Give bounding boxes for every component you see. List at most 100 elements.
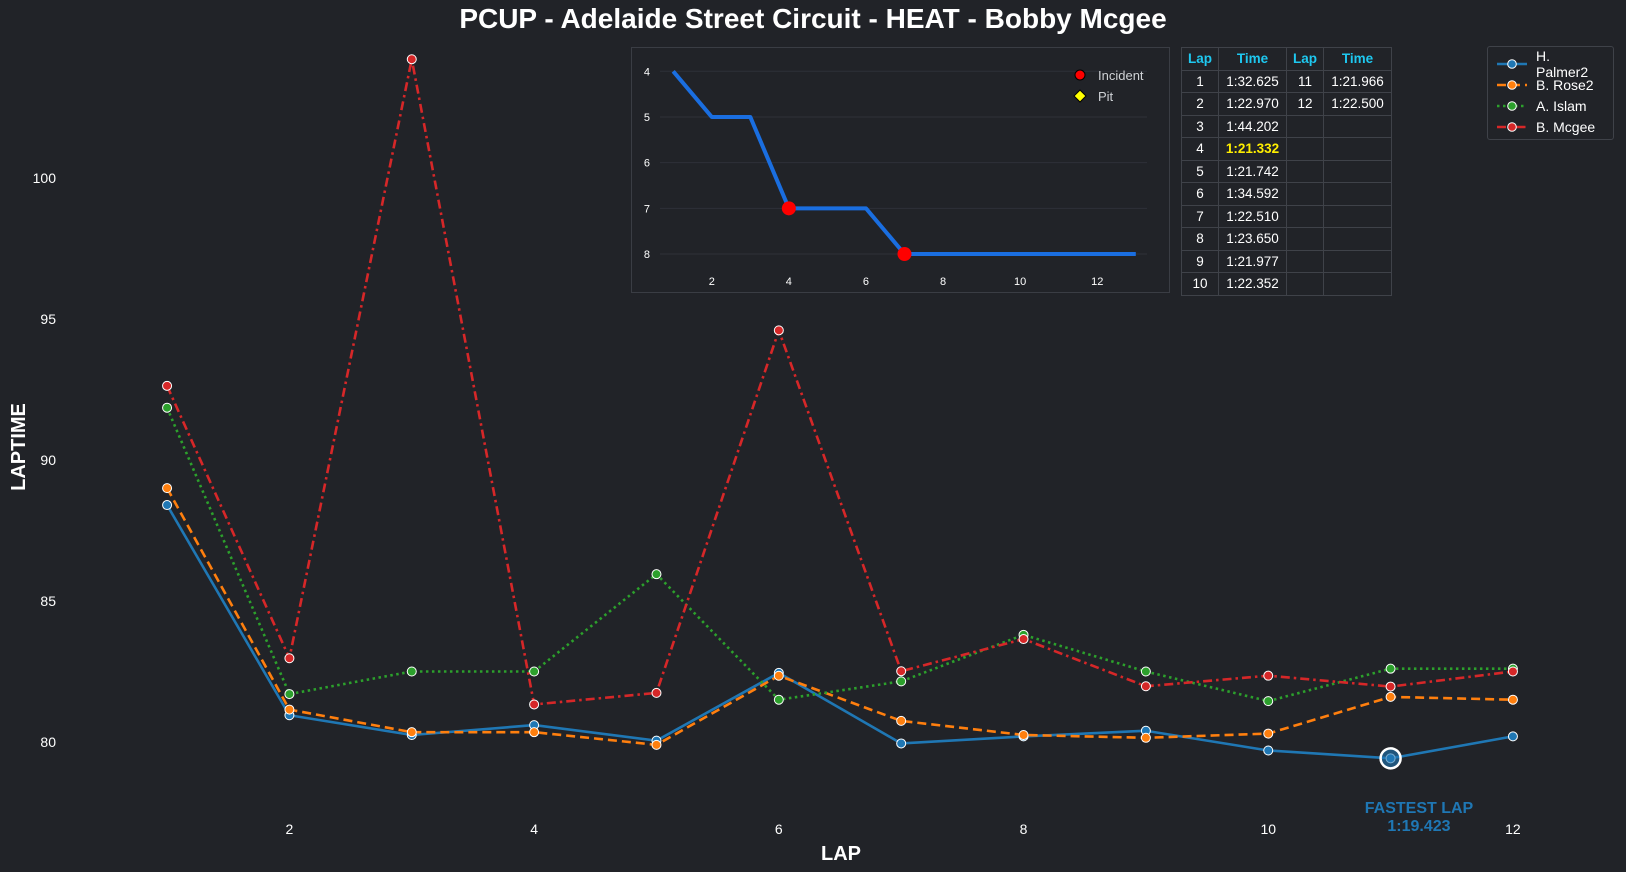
table-cell: 1:21.332 <box>1218 137 1288 161</box>
table-cell: 1:22.970 <box>1218 92 1288 116</box>
table-cell <box>1286 137 1325 161</box>
x-tick-label: 8 <box>1020 821 1028 837</box>
series-point <box>1140 666 1151 677</box>
x-axis-label: LAP <box>821 843 861 865</box>
inset-legend-label: Incident <box>1098 68 1144 83</box>
inset-y-tick-label: 7 <box>644 203 650 215</box>
series-point <box>1507 666 1518 677</box>
y-tick-label: 100 <box>33 170 57 186</box>
table-cell <box>1323 272 1393 296</box>
inset-y-tick-label: 6 <box>644 158 650 170</box>
table-cell: 1 <box>1180 69 1220 93</box>
series-point <box>529 699 540 710</box>
x-tick-label: 6 <box>775 821 783 837</box>
series-point <box>1018 729 1029 740</box>
table-row: 7 1:22.510 <box>1180 204 1393 228</box>
incident-marker <box>897 247 912 262</box>
series-point <box>651 739 662 750</box>
legend-item: B. Rose2 <box>1496 74 1605 95</box>
series-point <box>651 569 662 580</box>
series-point <box>1385 681 1396 692</box>
inset-x-tick-label: 4 <box>786 276 792 288</box>
series-point <box>773 325 784 336</box>
series-point <box>284 704 295 715</box>
legend-label: B. Mcgee <box>1536 118 1596 135</box>
table-cell <box>1323 159 1393 183</box>
pit-legend-icon <box>1073 89 1087 103</box>
column-header-time-2: Time <box>1323 47 1393 71</box>
table-cell <box>1286 204 1325 228</box>
series-point <box>1263 670 1274 681</box>
inset-x-tick-label: 12 <box>1091 276 1103 288</box>
legend-swatch <box>1497 58 1527 69</box>
column-header-lap: Lap <box>1180 47 1220 71</box>
table-cell: 4 <box>1180 137 1220 161</box>
x-tick-labels: 2 4 6 8 10 12 <box>286 821 1521 837</box>
table-cell <box>1323 114 1393 138</box>
legend-label: A. Islam <box>1536 97 1587 114</box>
table-row: 3 1:44.202 <box>1180 114 1393 138</box>
inset-y-tick-label: 4 <box>644 66 650 78</box>
laptime-series <box>162 54 1518 770</box>
table-cell: 1:22.510 <box>1218 204 1288 228</box>
table-cell: 2 <box>1180 92 1220 116</box>
table-cell <box>1323 182 1393 206</box>
series-line <box>165 504 1514 760</box>
series-point <box>896 666 907 677</box>
table-cell: 12 <box>1286 92 1325 116</box>
table-cell: 6 <box>1180 182 1220 206</box>
fastest-lap-label: FASTEST LAP <box>1364 800 1474 817</box>
inset-y-tick-label: 8 <box>644 249 650 261</box>
y-tick-label: 90 <box>40 452 56 468</box>
fastest-lap-value: 1:19.423 <box>1387 818 1451 835</box>
table-cell <box>1286 272 1325 296</box>
inset-x-tick-label: 8 <box>940 276 946 288</box>
series-point <box>651 687 662 698</box>
table-row: 9 1:21.977 <box>1180 249 1393 273</box>
table-cell: 1:32.625 <box>1218 69 1288 93</box>
series-point <box>162 380 173 391</box>
table-cell: 1:21.966 <box>1323 69 1393 93</box>
series-point <box>406 666 417 677</box>
legend: H. Palmer2 B. Rose2 A. Islam B. Mcgee <box>1487 46 1614 140</box>
position-series <box>671 69 1136 262</box>
inset-y-tick-labels: 4 5 6 7 8 <box>644 66 650 261</box>
series-point <box>284 689 295 700</box>
table-cell <box>1323 137 1393 161</box>
position-chart: 4 5 6 7 8 2 4 6 8 10 12 Incident Pit <box>644 66 1147 288</box>
inset-gridlines <box>660 70 1147 255</box>
fastest-lap-annotation: FASTEST LAP 1:19.423 <box>1338 800 1500 836</box>
series-point <box>1140 681 1151 692</box>
inset-x-tick-label: 2 <box>709 276 715 288</box>
series-point <box>1140 732 1151 743</box>
series-line <box>165 487 1513 747</box>
series-point <box>896 738 907 749</box>
table-cell: 1:34.592 <box>1218 182 1288 206</box>
series-point <box>529 727 540 738</box>
table-row: 6 1:34.592 <box>1180 182 1393 206</box>
table-row: 8 1:23.650 <box>1180 227 1393 251</box>
chart-title: PCUP - Adelaide Street Circuit - HEAT - … <box>459 3 1167 34</box>
position-inset-chart: 4 5 6 7 8 2 4 6 8 10 12 Incident Pit <box>631 47 1170 293</box>
series-point <box>1018 634 1029 645</box>
inset-legend-label: Pit <box>1098 89 1114 104</box>
fastest-lap-marker <box>1379 747 1402 770</box>
table-cell: 1:22.352 <box>1218 272 1288 296</box>
series-point <box>896 676 907 687</box>
y-tick-label: 95 <box>40 311 56 327</box>
series-point <box>162 402 173 413</box>
table-row: 2 1:22.970 12 1:22.500 <box>1180 92 1393 116</box>
table-cell: 5 <box>1180 159 1220 183</box>
series-point <box>162 483 173 494</box>
y-axis-label: LAPTIME <box>8 403 30 491</box>
series-point <box>1507 731 1518 742</box>
table-cell: 1:21.742 <box>1218 159 1288 183</box>
series-point <box>406 727 417 738</box>
table-cell: 7 <box>1180 204 1220 228</box>
table-cell <box>1323 227 1393 251</box>
table-cell <box>1286 114 1325 138</box>
inset-x-tick-label: 6 <box>863 276 869 288</box>
lap-times-table: Lap Time Lap Time 1 1:32.625 11 1:21.966 2 1:… <box>1180 47 1393 296</box>
series-line <box>165 58 1514 706</box>
